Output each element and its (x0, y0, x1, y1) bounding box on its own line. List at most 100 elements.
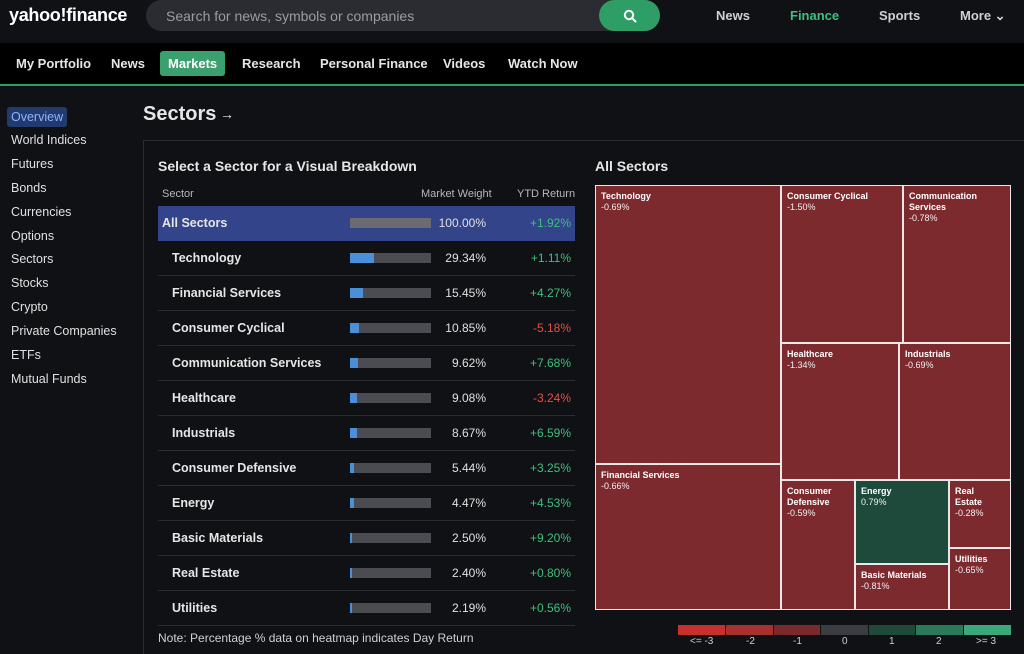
sector-name: Energy (172, 496, 215, 510)
heatmap-cell-communication-services[interactable]: Communication Services -0.78% (903, 185, 1011, 343)
sidebar-item-etfs[interactable]: ETFs (11, 348, 41, 362)
sector-row[interactable]: Technology 29.34% +1.11% (158, 241, 575, 276)
top-bar: yahoo!finance Search for news, symbols o… (0, 0, 1024, 42)
arrow-right-icon[interactable]: → (220, 106, 234, 122)
ytd-return-value: +6.59% (529, 426, 571, 440)
market-weight-bar (350, 253, 431, 263)
heatmap-cell-consumer-cyclical[interactable]: Consumer Cyclical -1.50% (781, 185, 903, 343)
legend-label: 0 (842, 636, 848, 647)
market-weight-bar-fill (350, 323, 359, 333)
heatmap-cell-consumer-defensive[interactable]: Consumer Defensive -0.59% (781, 480, 855, 610)
legend-swatch (678, 625, 725, 635)
market-weight-value: 2.50% (451, 531, 486, 545)
heatmap-cell-technology[interactable]: Technology -0.69% (595, 185, 781, 464)
subnav-news[interactable]: News (111, 56, 145, 71)
column-header-market-weight: Market Weight (421, 188, 492, 200)
topnav-finance[interactable]: Finance (790, 8, 840, 23)
topnav-sports[interactable]: Sports (879, 8, 921, 23)
heatmap-cell-real-estate[interactable]: Real Estate -0.28% (949, 480, 1011, 548)
sector-row[interactable]: Energy 4.47% +4.53% (158, 486, 575, 521)
sector-row[interactable]: Financial Services 15.45% +4.27% (158, 276, 575, 311)
market-weight-value: 9.08% (451, 391, 486, 405)
sector-name: Consumer Defensive (172, 461, 297, 475)
ytd-return-value: +0.80% (529, 566, 571, 580)
sidebar-item-mutual-funds[interactable]: Mutual Funds (11, 372, 87, 386)
sidebar-item-crypto[interactable]: Crypto (11, 300, 48, 314)
sector-row[interactable]: All Sectors 100.00% +1.92% (158, 206, 575, 241)
heatmap-cell-name: Consumer Defensive (787, 486, 832, 507)
market-weight-bar (350, 288, 431, 298)
market-weight-bar-fill (350, 393, 357, 403)
market-weight-bar-fill (350, 463, 354, 473)
heatmap-cell-value: -0.59% (787, 508, 816, 518)
page-title[interactable]: Sectors (143, 103, 217, 125)
topnav-news[interactable]: News (716, 8, 750, 23)
subnav-my-portfolio[interactable]: My Portfolio (16, 56, 92, 71)
market-weight-bar-fill (350, 533, 352, 543)
sector-row[interactable]: Healthcare 9.08% -3.24% (158, 381, 575, 416)
sidebar-item-bonds[interactable]: Bonds (11, 181, 47, 195)
heatmap-cell-value: -0.69% (905, 360, 934, 370)
sector-name: Communication Services (172, 356, 322, 370)
sector-row[interactable]: Real Estate 2.40% +0.80% (158, 556, 575, 591)
sidebar-item-world-indices[interactable]: World Indices (11, 133, 87, 147)
market-weight-bar-fill (350, 288, 363, 298)
sidebar-item-overview[interactable]: Overview (7, 107, 68, 127)
market-weight-bar (350, 393, 431, 403)
heatmap-cell-utilities[interactable]: Utilities -0.65% (949, 548, 1011, 610)
market-weight-value: 100.00% (438, 216, 486, 230)
search-icon (623, 9, 636, 22)
heatmap-cell-name: Energy (861, 486, 892, 496)
sector-name: Technology (172, 251, 242, 265)
yahoo-finance-logo[interactable]: yahoo!finance (9, 5, 128, 25)
heatmap-cell-healthcare[interactable]: Healthcare -1.34% (781, 343, 899, 480)
heatmap-cell-basic-materials[interactable]: Basic Materials -0.81% (855, 564, 949, 610)
sector-row[interactable]: Utilities 2.19% +0.56% (158, 591, 575, 626)
sidebar-item-stocks[interactable]: Stocks (11, 276, 49, 290)
heatmap-cell-financial-services[interactable]: Financial Services -0.66% (595, 464, 781, 610)
ytd-return-value: -5.18% (532, 321, 571, 335)
column-header-sector: Sector (162, 188, 194, 200)
sidebar-item-futures[interactable]: Futures (11, 157, 54, 171)
topnav-more[interactable]: More ⌄ (960, 8, 1006, 23)
sidebar-item-currencies[interactable]: Currencies (11, 205, 72, 219)
sector-name: Basic Materials (172, 531, 264, 545)
search-button[interactable] (599, 0, 660, 31)
legend-swatch (964, 625, 1011, 635)
heatmap-cell-name: Industrials (905, 349, 951, 359)
search-bar[interactable]: Search for news, symbols or companies (146, 0, 660, 31)
subnav-watch-now[interactable]: Watch Now (508, 56, 578, 71)
subnav-research[interactable]: Research (242, 56, 301, 71)
sidebar-item-sectors[interactable]: Sectors (11, 252, 54, 266)
legend-swatch (916, 625, 963, 635)
market-weight-bar-fill (350, 428, 357, 438)
legend-swatch (821, 625, 868, 635)
heatmap-note: Note: Percentage % data on heatmap indic… (158, 631, 474, 645)
market-weight-value: 29.34% (445, 251, 486, 265)
ytd-return-value: +3.25% (529, 461, 571, 475)
subnav-videos[interactable]: Videos (443, 56, 486, 71)
legend-label: 2 (936, 636, 942, 647)
search-input[interactable]: Search for news, symbols or companies (166, 8, 415, 24)
sector-row[interactable]: Consumer Cyclical 10.85% -5.18% (158, 311, 575, 346)
legend-label: 1 (889, 636, 895, 647)
sector-row[interactable]: Consumer Defensive 5.44% +3.25% (158, 451, 575, 486)
market-weight-value: 4.47% (451, 496, 486, 510)
sector-row[interactable]: Industrials 8.67% +6.59% (158, 416, 575, 451)
ytd-return-value: +4.53% (529, 496, 571, 510)
heatmap-cell-name: Basic Materials (861, 570, 927, 580)
heatmap-cell-industrials[interactable]: Industrials -0.69% (899, 343, 1011, 480)
sector-row[interactable]: Communication Services 9.62% +7.68% (158, 346, 575, 381)
market-weight-value: 10.85% (445, 321, 486, 335)
heatmap-heading: All Sectors (595, 158, 669, 174)
ytd-return-value: +0.56% (529, 601, 571, 615)
sidebar-item-private-companies[interactable]: Private Companies (11, 324, 117, 338)
heatmap-cell-energy[interactable]: Energy 0.79% (855, 480, 949, 564)
market-weight-value: 5.44% (451, 461, 486, 475)
sector-row[interactable]: Basic Materials 2.50% +9.20% (158, 521, 575, 556)
heatmap-cell-value: -0.78% (909, 213, 938, 223)
subnav-personal-finance[interactable]: Personal Finance (320, 56, 428, 71)
subnav-markets[interactable]: Markets (160, 51, 226, 76)
market-weight-value: 2.19% (451, 601, 486, 615)
sidebar-item-options[interactable]: Options (11, 229, 55, 243)
